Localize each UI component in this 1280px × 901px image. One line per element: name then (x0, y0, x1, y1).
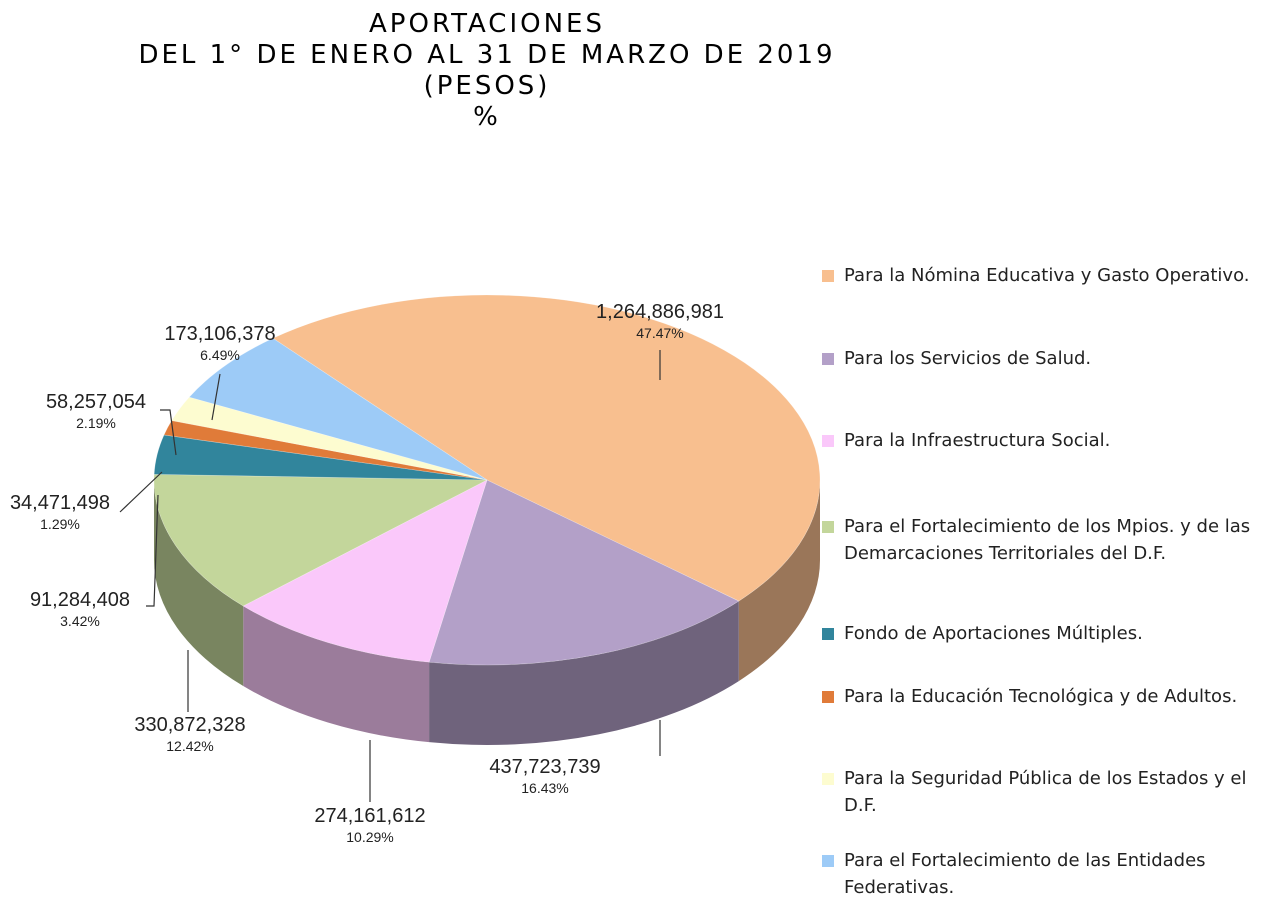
legend-label: Para la Infraestructura Social. (844, 430, 1111, 451)
data-label: 1,264,886,981 (596, 301, 724, 323)
legend-entry: Para la Seguridad Pública de los Estados… (822, 765, 1272, 819)
data-label: 91,284,408 (30, 589, 130, 611)
leader-line (119, 471, 163, 513)
data-label: 274,161,612 (314, 805, 425, 827)
legend-label: Para la Nómina Educativa y Gasto Operati… (844, 265, 1250, 286)
legend-label: Para la Seguridad Pública de los Estados… (844, 768, 1247, 816)
leader-line (160, 409, 177, 456)
slice-side (738, 480, 820, 682)
leader-line (211, 373, 221, 421)
legend-label: Para el Fortalecimiento de los Mpios. y … (844, 516, 1251, 564)
chart-title: (PESOS) (424, 71, 551, 101)
data-label: 34,471,498 (10, 492, 110, 514)
percent-label: 6.49% (200, 347, 240, 363)
slice-side (154, 480, 244, 687)
legend-label: Para el Fortalecimiento de las Entidades… (844, 850, 1206, 898)
legend-swatch (822, 773, 834, 785)
percent-label: 12.42% (166, 738, 213, 754)
data-label: 330,872,328 (134, 714, 245, 736)
slice (428, 479, 740, 666)
legend-swatch (822, 521, 834, 533)
legend-entry: Para el Fortalecimiento de las Entidades… (822, 847, 1272, 901)
legend-label: Para los Servicios de Salud. (844, 348, 1092, 369)
slice-side (429, 601, 739, 745)
legend-entry: Para los Servicios de Salud. (822, 345, 1272, 372)
data-label: 173,106,378 (164, 323, 275, 345)
percent-label: 16.43% (521, 780, 568, 796)
legend-entry: Para el Fortalecimiento de los Mpios. y … (822, 513, 1272, 567)
slice (272, 294, 821, 602)
leader-line (146, 494, 159, 607)
percent-label: 2.19% (76, 415, 116, 431)
percent-label: 47.47% (636, 325, 683, 341)
slice (242, 479, 488, 663)
percent-label: 1.29% (40, 516, 80, 532)
legend-swatch (822, 435, 834, 447)
legend-label: Fondo de Aportaciones Múltiples. (844, 623, 1143, 644)
chart-title: APORTACIONES (369, 9, 605, 39)
legend-entry: Para la Nómina Educativa y Gasto Operati… (822, 262, 1272, 289)
data-label: 58,257,054 (46, 391, 146, 413)
legend-swatch (822, 628, 834, 640)
percent-label: 3.42% (60, 613, 100, 629)
legend-entry: Para la Infraestructura Social. (822, 427, 1272, 454)
slice (188, 337, 488, 481)
slice (153, 474, 488, 607)
slice-side (243, 606, 430, 743)
legend-swatch (822, 855, 834, 867)
percent-label: 10.29% (346, 829, 393, 845)
legend-swatch (822, 691, 834, 703)
legend-swatch (822, 353, 834, 365)
legend-entry: Para la Educación Tecnológica y de Adult… (822, 683, 1272, 710)
chart-title: DEL 1° DE ENERO AL 31 DE MARZO DE 2019 (138, 40, 835, 70)
legend-label: Para la Educación Tecnológica y de Adult… (844, 686, 1238, 707)
slice (153, 434, 488, 481)
legend-entry: Fondo de Aportaciones Múltiples. (822, 620, 1272, 647)
data-label: 437,723,739 (489, 756, 600, 778)
legend-swatch (822, 270, 834, 282)
chart-title: % (473, 102, 501, 132)
